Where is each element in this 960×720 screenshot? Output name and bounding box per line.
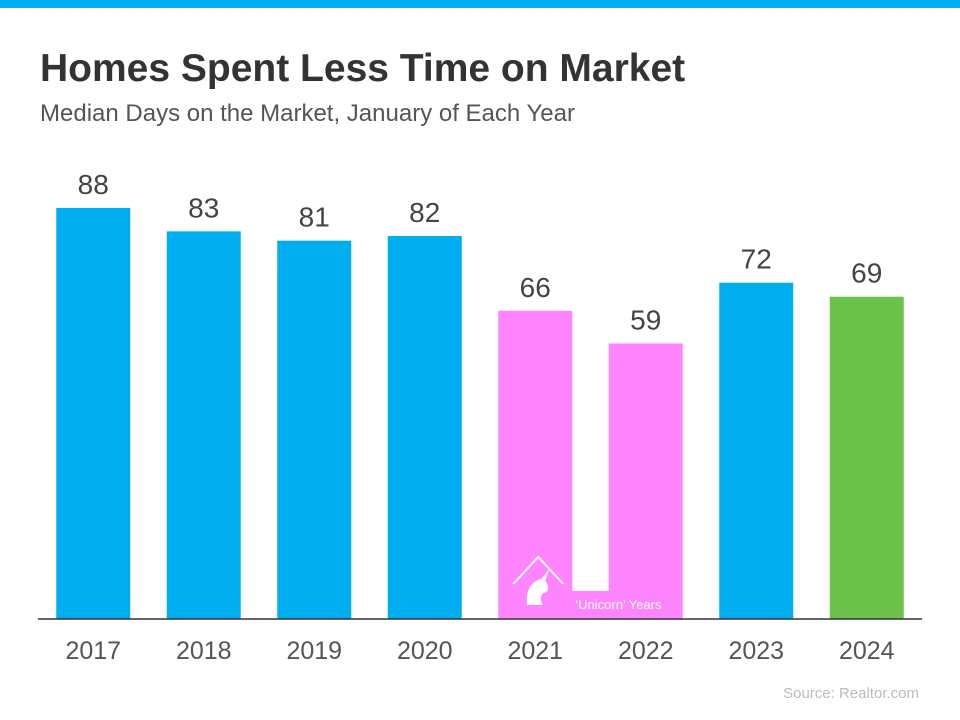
chart-subtitle: Median Days on the Market, January of Ea…: [40, 100, 575, 127]
x-tick-label: 2018: [176, 637, 232, 665]
top-band: [0, 0, 960, 8]
value-label: 69: [851, 258, 882, 289]
annotation: ‘Unicorn’ Years: [575, 597, 662, 612]
value-label: 72: [741, 244, 772, 275]
x-tick-label: 2020: [397, 637, 453, 665]
x-tick-label: 2023: [728, 637, 784, 665]
value-label: 66: [520, 272, 551, 303]
x-tick-label: 2024: [839, 637, 895, 665]
bar: [166, 231, 241, 619]
value-label: 81: [299, 202, 330, 233]
x-tick-label: 2017: [65, 637, 121, 665]
x-tick-label: 2021: [507, 637, 563, 665]
x-tick-label: 2022: [618, 637, 674, 665]
bar: [277, 240, 352, 619]
value-label: 88: [78, 169, 109, 200]
bar: [719, 282, 794, 619]
chart-title: Homes Spent Less Time on Market: [40, 47, 685, 90]
bar: [56, 208, 131, 619]
value-label: 82: [409, 197, 440, 228]
bar: [829, 296, 904, 619]
icon-house: [512, 555, 564, 585]
annotation-strip: [571, 591, 610, 619]
x-tick-label: 2019: [286, 637, 342, 665]
bar: [498, 310, 573, 619]
icon-unicorn: [526, 569, 550, 605]
bar: [387, 236, 462, 620]
source: Source: Realtor.com: [783, 685, 919, 702]
bar: [608, 343, 683, 619]
value-label: 83: [188, 192, 219, 223]
value-label: 59: [630, 304, 661, 335]
